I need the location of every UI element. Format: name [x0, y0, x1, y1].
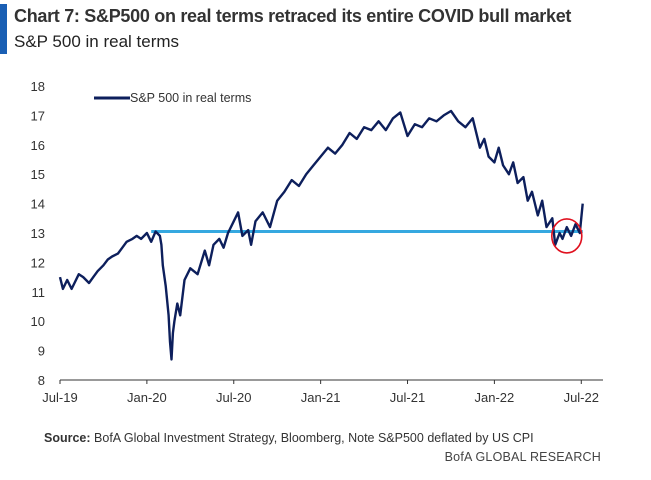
- research-credit: BofA GLOBAL RESEARCH: [444, 450, 601, 464]
- source-label: Source:: [44, 431, 91, 445]
- legend-label: S&P 500 in real terms: [130, 91, 251, 105]
- chart-title: Chart 7: S&P500 on real terms retraced i…: [14, 6, 572, 26]
- series-line-sp500-real: [58, 109, 584, 361]
- y-tick-label: 10: [31, 314, 45, 329]
- y-tick-label: 13: [31, 226, 45, 241]
- x-tick-label: Jan-21: [301, 390, 341, 405]
- x-tick-label: Jul-22: [564, 390, 599, 405]
- x-tick-label: Jan-20: [127, 390, 167, 405]
- highlight-circle: [550, 218, 583, 254]
- y-tick-label: 16: [31, 138, 45, 153]
- y-tick-label: 17: [31, 108, 45, 123]
- chart-subtitle: S&P 500 in real terms: [14, 32, 180, 51]
- y-tick-label: 9: [38, 344, 45, 359]
- title-accent-bar: [0, 4, 7, 54]
- y-tick-label: 18: [31, 79, 45, 94]
- source-text: BofA Global Investment Strategy, Bloombe…: [94, 431, 534, 445]
- x-tick-label: Jan-22: [475, 390, 515, 405]
- y-tick-label: 8: [38, 373, 45, 388]
- x-tick-label: Jul-21: [390, 390, 425, 405]
- y-tick-label: 12: [31, 255, 45, 270]
- y-tick-label: 11: [32, 285, 46, 300]
- source-note: Source: BofA Global Investment Strategy,…: [44, 431, 534, 445]
- y-tick-label: 15: [31, 167, 45, 182]
- x-tick-label: Jul-20: [216, 390, 251, 405]
- x-tick-label: Jul-19: [42, 390, 77, 405]
- y-tick-label: 14: [31, 197, 45, 212]
